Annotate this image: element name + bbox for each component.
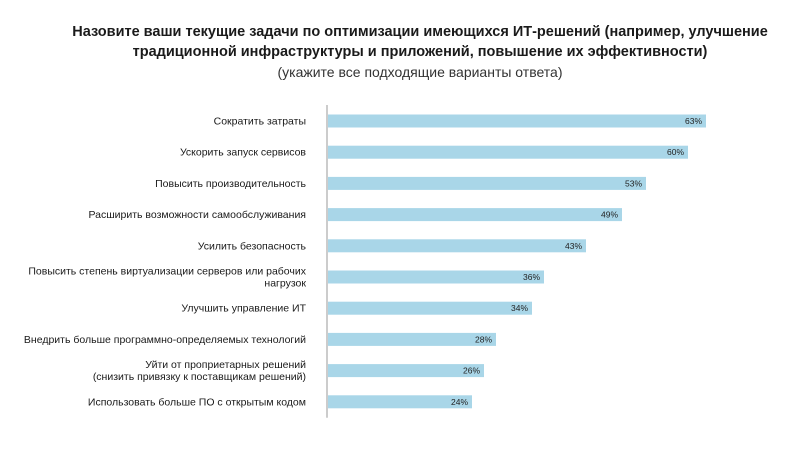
bar-9 bbox=[328, 395, 472, 409]
bar-3 bbox=[328, 208, 622, 222]
category-label-5-line-1: нагрузок bbox=[264, 278, 306, 290]
chart-title-line-1: Назовите ваши текущие задачи по оптимиза… bbox=[72, 24, 768, 40]
bar-value-label-8: 26% bbox=[463, 366, 480, 376]
category-label-7: Внедрить больше программно-определяемых … bbox=[24, 334, 306, 346]
category-label-8-line-1: (снизить привязку к поставщикам решений) bbox=[93, 371, 306, 383]
bar-value-label-2: 53% bbox=[625, 178, 642, 188]
bar-4 bbox=[328, 239, 586, 253]
chart-header: Назовите ваши текущие задачи по оптимиза… bbox=[60, 22, 780, 82]
chart-title-line-2: традиционной инфраструктуры и приложений… bbox=[132, 44, 708, 60]
category-label-0: Сократить затраты bbox=[214, 116, 306, 128]
category-label-9: Использовать больше ПО с открытым кодом bbox=[88, 396, 306, 408]
category-label-2: Повысить производительность bbox=[155, 178, 306, 190]
category-label-8-line-0: Уйти от проприетарных решений bbox=[145, 359, 306, 371]
bar-6 bbox=[328, 301, 532, 315]
bar-value-label-0: 63% bbox=[685, 116, 702, 126]
category-label-4: Усилить безопасность bbox=[198, 240, 307, 252]
bar-value-label-9: 24% bbox=[451, 397, 468, 407]
category-label-5-line-0: Повысить степень виртуализации серверов … bbox=[28, 266, 306, 278]
bar-5 bbox=[328, 270, 544, 284]
bar-value-label-7: 28% bbox=[475, 334, 492, 344]
chart-subtitle: (укажите все подходящие варианты ответа) bbox=[277, 64, 563, 80]
bar-1 bbox=[328, 145, 688, 159]
bar-8 bbox=[328, 364, 484, 378]
bar-value-label-6: 34% bbox=[511, 303, 528, 313]
bar-value-label-4: 43% bbox=[565, 241, 582, 251]
category-label-1: Ускорить запуск сервисов bbox=[180, 147, 306, 159]
category-label-6: Улучшить управление ИТ bbox=[181, 303, 306, 315]
bar-7 bbox=[328, 332, 496, 346]
bar-0 bbox=[328, 114, 706, 128]
bar-value-label-1: 60% bbox=[667, 147, 684, 157]
bar-2 bbox=[328, 176, 646, 190]
bar-value-label-5: 36% bbox=[523, 272, 540, 282]
bar-value-label-3: 49% bbox=[601, 210, 618, 220]
category-label-3: Расширить возможности самообслуживания bbox=[88, 209, 306, 221]
